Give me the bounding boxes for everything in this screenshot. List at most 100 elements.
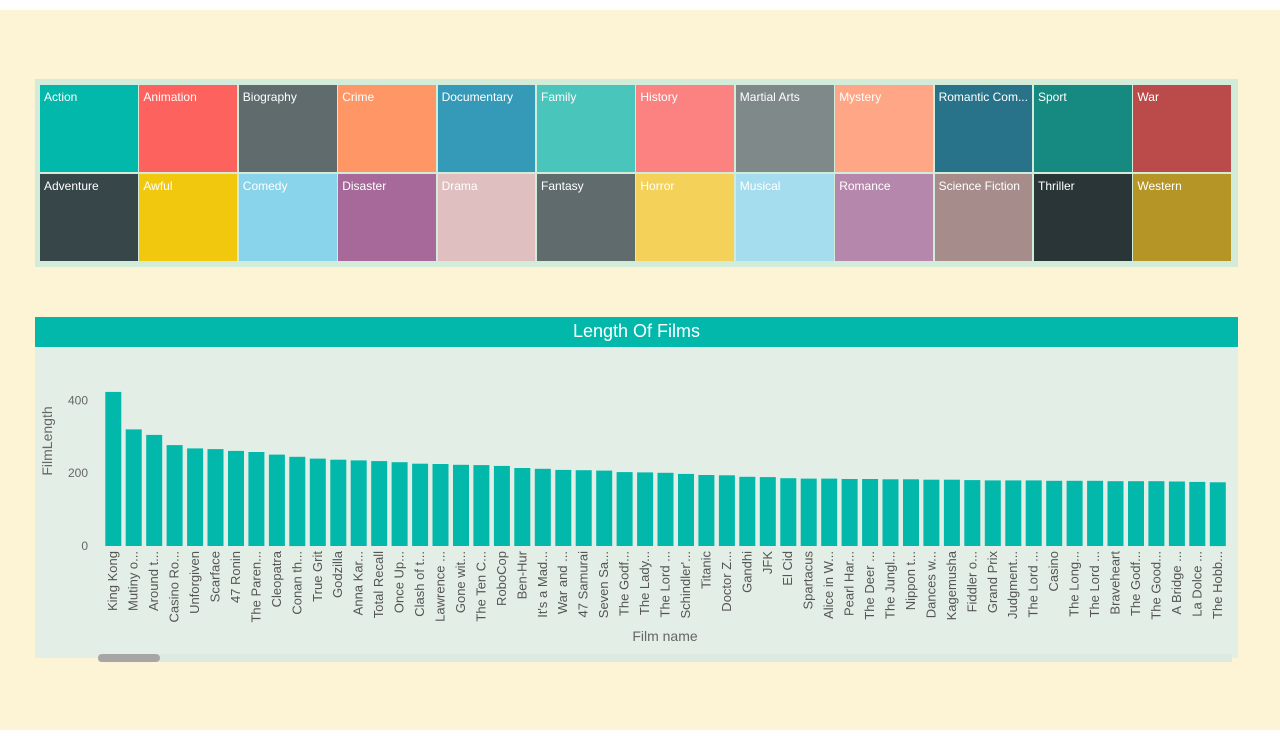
scrollbar-thumb[interactable]	[98, 654, 160, 662]
bar[interactable]	[1209, 482, 1226, 547]
slicer-tile-action[interactable]: Action	[40, 85, 138, 172]
slicer-tile-history[interactable]: History	[636, 85, 735, 172]
x-tick-label: Unforgiven	[187, 551, 202, 614]
slicer-tile-family[interactable]: Family	[537, 85, 635, 172]
x-tick-label: Nippon t...	[903, 551, 918, 610]
slicer-tile-musical[interactable]: Musical	[735, 174, 834, 261]
bar[interactable]	[1128, 481, 1144, 546]
x-tick-label: War and ...	[555, 551, 570, 614]
bar[interactable]	[432, 464, 449, 546]
slicer-tile-label: Mystery	[839, 90, 882, 104]
slicer-tile-awful[interactable]: Awful	[139, 174, 238, 261]
bar[interactable]	[1066, 480, 1083, 546]
x-tick-label: The Lady...	[637, 551, 652, 615]
bar[interactable]	[1005, 480, 1022, 546]
bar[interactable]	[473, 465, 490, 546]
slicer-tile-comedy[interactable]: Comedy	[238, 174, 337, 261]
bar[interactable]	[759, 477, 776, 546]
slicer-tile-science-fiction[interactable]: Science Fiction	[934, 174, 1033, 261]
slicer-tile-mystery[interactable]: Mystery	[835, 85, 934, 172]
x-tick-label: Godzilla	[330, 550, 345, 598]
slicer-tile-horror[interactable]: Horror	[636, 174, 735, 261]
x-tick-label: Ben-Hur	[514, 550, 529, 599]
slicer-tile-animation[interactable]: Animation	[139, 85, 238, 172]
slicer-tile-label: Biography	[242, 90, 297, 104]
bar[interactable]	[657, 472, 674, 546]
slicer-tile-label: Sport	[1038, 90, 1067, 104]
bar[interactable]	[493, 465, 510, 546]
bar[interactable]	[412, 463, 429, 546]
slicer-tile-fantasy[interactable]: Fantasy	[537, 174, 635, 261]
slicer-tile-martial-arts[interactable]: Martial Arts	[735, 85, 834, 172]
slicer-tile-crime[interactable]: Crime	[338, 85, 437, 172]
bar[interactable]	[105, 391, 122, 546]
bar[interactable]	[146, 434, 163, 546]
y-tick-label: 0	[81, 539, 88, 553]
bar[interactable]	[739, 476, 756, 546]
bar[interactable]	[575, 470, 592, 546]
bar[interactable]	[698, 475, 715, 546]
x-tick-label: Titanic	[698, 551, 713, 589]
bar[interactable]	[371, 461, 388, 546]
bar[interactable]	[1046, 480, 1063, 546]
slicer-tile-romantic-com[interactable]: Romantic Com...	[934, 85, 1033, 172]
bar[interactable]	[330, 459, 347, 546]
slicer-tile-sport[interactable]: Sport	[1034, 85, 1132, 172]
bar[interactable]	[596, 470, 613, 546]
bar[interactable]	[1148, 481, 1165, 546]
slicer-tile-war[interactable]: War	[1133, 85, 1232, 172]
bar[interactable]	[1087, 480, 1104, 546]
slicer-tile-biography[interactable]: Biography	[238, 85, 337, 172]
bar[interactable]	[964, 480, 981, 546]
bar[interactable]	[228, 450, 244, 546]
bar[interactable]	[882, 479, 899, 546]
bar[interactable]	[616, 472, 633, 546]
bar[interactable]	[125, 429, 142, 546]
bar[interactable]	[678, 473, 694, 546]
slicer-tile-drama[interactable]: Drama	[437, 174, 536, 261]
bar[interactable]	[718, 475, 735, 546]
slicer-tile-thriller[interactable]: Thriller	[1034, 174, 1132, 261]
bar[interactable]	[841, 479, 858, 546]
bar[interactable]	[800, 478, 817, 546]
bar[interactable]	[637, 472, 654, 546]
bar[interactable]	[903, 479, 919, 546]
slicer-tile-disaster[interactable]: Disaster	[338, 174, 437, 261]
bar[interactable]	[1168, 481, 1185, 547]
x-axis: King Kong Mutiny o... Around t... Casino Ro…	[105, 550, 1225, 622]
slicer-tile-adventure[interactable]: Adventure	[40, 174, 138, 261]
bar[interactable]	[534, 468, 551, 546]
bar[interactable]	[268, 454, 285, 546]
bar[interactable]	[862, 479, 879, 546]
bar[interactable]	[780, 478, 797, 546]
bar[interactable]	[350, 460, 367, 546]
bar[interactable]	[984, 480, 1001, 546]
slicer-tile-label: Fantasy	[541, 179, 584, 193]
x-tick-label: RoboCop	[494, 551, 509, 606]
slicer-tile-western[interactable]: Western	[1133, 174, 1232, 261]
horizontal-scrollbar[interactable]	[98, 654, 1232, 662]
bar[interactable]	[187, 448, 204, 546]
bar[interactable]	[166, 445, 183, 546]
slicer-tile-documentary[interactable]: Documentary	[437, 85, 536, 172]
bar[interactable]	[1107, 481, 1124, 546]
bar[interactable]	[514, 468, 531, 546]
bar[interactable]	[289, 456, 306, 547]
bar[interactable]	[1189, 481, 1206, 546]
bar[interactable]	[309, 458, 326, 546]
bar[interactable]	[1025, 480, 1042, 546]
bar[interactable]	[821, 478, 838, 546]
slicer-tile-label: War	[1137, 90, 1159, 104]
slicer-tile-romance[interactable]: Romance	[835, 174, 934, 261]
bar[interactable]	[943, 479, 960, 546]
slicer-tile-label: Animation	[143, 90, 197, 104]
x-tick-label: Judgment...	[1005, 551, 1020, 619]
bar[interactable]	[248, 452, 265, 546]
bar[interactable]	[391, 462, 408, 546]
bar[interactable]	[923, 479, 940, 546]
chart-plot: 0 200 400 King Kong Mutiny o... Around t... C…	[39, 391, 1226, 644]
bar[interactable]	[453, 464, 469, 546]
bars	[105, 391, 1226, 547]
bar[interactable]	[555, 469, 572, 546]
bar[interactable]	[207, 449, 224, 546]
